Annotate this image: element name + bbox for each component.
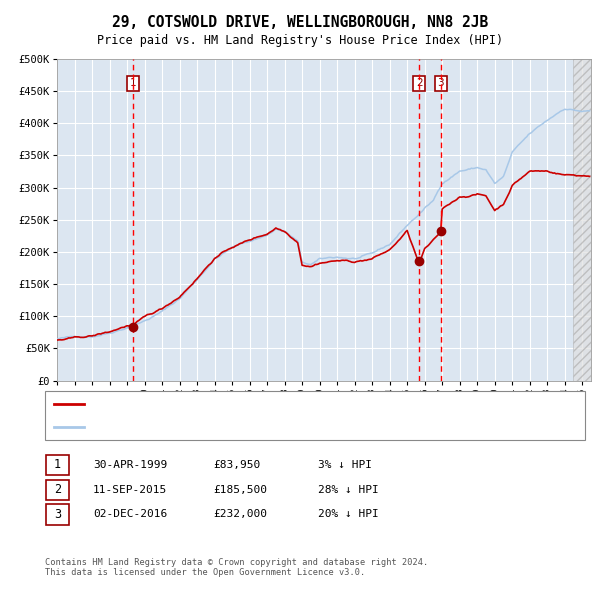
Text: 02-DEC-2016: 02-DEC-2016 [93,510,167,519]
Text: £232,000: £232,000 [213,510,267,519]
Text: 29, COTSWOLD DRIVE, WELLINGBOROUGH, NN8 2JB: 29, COTSWOLD DRIVE, WELLINGBOROUGH, NN8 … [112,15,488,30]
Text: £185,500: £185,500 [213,485,267,494]
Text: 2: 2 [416,78,422,88]
Text: 2: 2 [54,483,61,496]
Text: 1: 1 [130,78,136,88]
Text: 3% ↓ HPI: 3% ↓ HPI [318,460,372,470]
Text: 29, COTSWOLD DRIVE, WELLINGBOROUGH, NN8 2JB (detached house): 29, COTSWOLD DRIVE, WELLINGBOROUGH, NN8 … [88,399,440,409]
Text: HPI: Average price, detached house, North Northamptonshire: HPI: Average price, detached house, Nort… [88,422,429,431]
Text: 3: 3 [54,508,61,521]
Text: 28% ↓ HPI: 28% ↓ HPI [318,485,379,494]
Text: 20% ↓ HPI: 20% ↓ HPI [318,510,379,519]
Text: 1: 1 [54,458,61,471]
Text: Price paid vs. HM Land Registry's House Price Index (HPI): Price paid vs. HM Land Registry's House … [97,34,503,47]
Text: £83,950: £83,950 [213,460,260,470]
Text: 11-SEP-2015: 11-SEP-2015 [93,485,167,494]
Text: 3: 3 [437,78,444,88]
Text: Contains HM Land Registry data © Crown copyright and database right 2024.
This d: Contains HM Land Registry data © Crown c… [45,558,428,577]
Text: 30-APR-1999: 30-APR-1999 [93,460,167,470]
